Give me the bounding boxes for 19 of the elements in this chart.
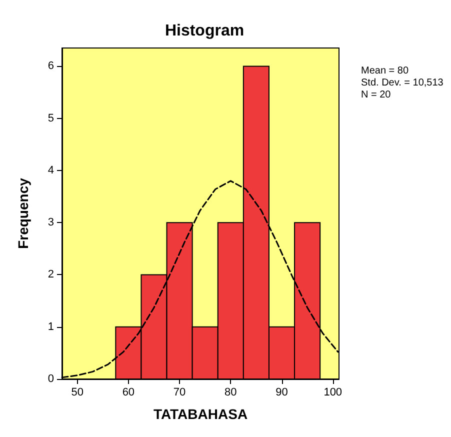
x-tick-label: 100 (324, 386, 342, 398)
y-tick-label: 3 (48, 216, 54, 229)
y-axis-title: Frequency (15, 178, 31, 249)
y-tick-label: 4 (48, 164, 54, 176)
text: Std. Dev. = 10,513 (361, 78, 444, 88)
x-tick-label: 80 (224, 386, 237, 398)
y-tick-label: 2 (48, 268, 54, 281)
x-axis-title: TATABAHASA (153, 406, 248, 422)
text: N = 20 (361, 90, 392, 100)
text: Mean = 80 (361, 66, 409, 76)
x-tick-label: 90 (276, 386, 288, 398)
x-tick-label: 50 (71, 386, 84, 398)
y-tick-label: 0 (48, 373, 54, 385)
chart-title: Histogram (164, 22, 244, 40)
x-tick-label: 60 (122, 386, 135, 398)
y-tick-label: 6 (48, 60, 54, 72)
y-tick-label: 1 (48, 320, 54, 333)
x-tick-label: 70 (173, 386, 186, 398)
y-tick-label: 5 (48, 112, 54, 124)
